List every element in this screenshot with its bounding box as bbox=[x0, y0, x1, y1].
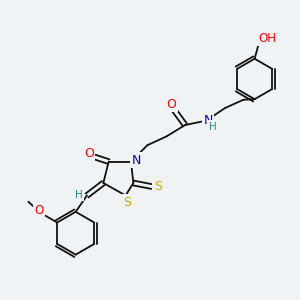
Text: N: N bbox=[203, 114, 213, 127]
Text: O: O bbox=[84, 147, 94, 160]
Text: H: H bbox=[75, 190, 83, 200]
Text: S: S bbox=[154, 180, 162, 193]
Text: N: N bbox=[132, 154, 141, 166]
Text: H: H bbox=[209, 122, 217, 131]
Text: S: S bbox=[123, 196, 131, 208]
Text: O: O bbox=[167, 98, 176, 111]
Text: OH: OH bbox=[258, 32, 276, 45]
Text: O: O bbox=[34, 204, 44, 217]
